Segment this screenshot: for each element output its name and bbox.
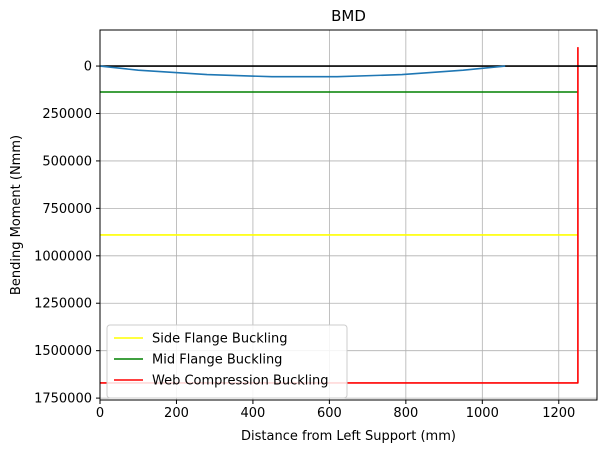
plot-series	[99, 47, 597, 384]
legend-label: Side Flange Buckling	[152, 332, 287, 347]
x-tick-label: 0	[96, 406, 104, 421]
y-axis-ticks: 0 250000 500000 750000 1000000 1250000 1500000…	[34, 60, 100, 407]
x-axis-label: Distance from Left Support (mm)	[241, 429, 456, 444]
y-tick-label: 1250000	[34, 297, 92, 312]
x-tick-label: 800	[393, 406, 418, 421]
x-axis-ticks: 0 200 400 600 800 1000 1200	[96, 400, 575, 421]
y-tick-label: 1750000	[34, 392, 92, 407]
x-tick-label: 1200	[542, 406, 575, 421]
y-tick-label: 750000	[42, 202, 92, 217]
legend-label: Web Compression Buckling	[152, 374, 329, 389]
plot-frame	[99, 29, 598, 401]
y-tick-label: 250000	[42, 107, 92, 122]
x-tick-label: 600	[317, 406, 342, 421]
y-tick-label: 0	[84, 60, 92, 75]
y-axis-label: Bending Moment (Nmm)	[9, 135, 24, 295]
bending-moment-curve	[99, 65, 506, 78]
y-tick-label: 500000	[42, 154, 92, 169]
x-tick-label: 200	[164, 406, 189, 421]
legend-box	[106, 324, 348, 399]
y-tick-label: 1000000	[34, 249, 92, 264]
legend: Side Flange Buckling Mid Flange Buckling W…	[106, 324, 348, 399]
chart-title: BMD	[331, 7, 366, 25]
y-tick-label: 1500000	[34, 344, 92, 359]
x-tick-label: 400	[241, 406, 266, 421]
legend-label: Mid Flange Buckling	[152, 353, 282, 368]
x-tick-label: 1000	[466, 406, 499, 421]
